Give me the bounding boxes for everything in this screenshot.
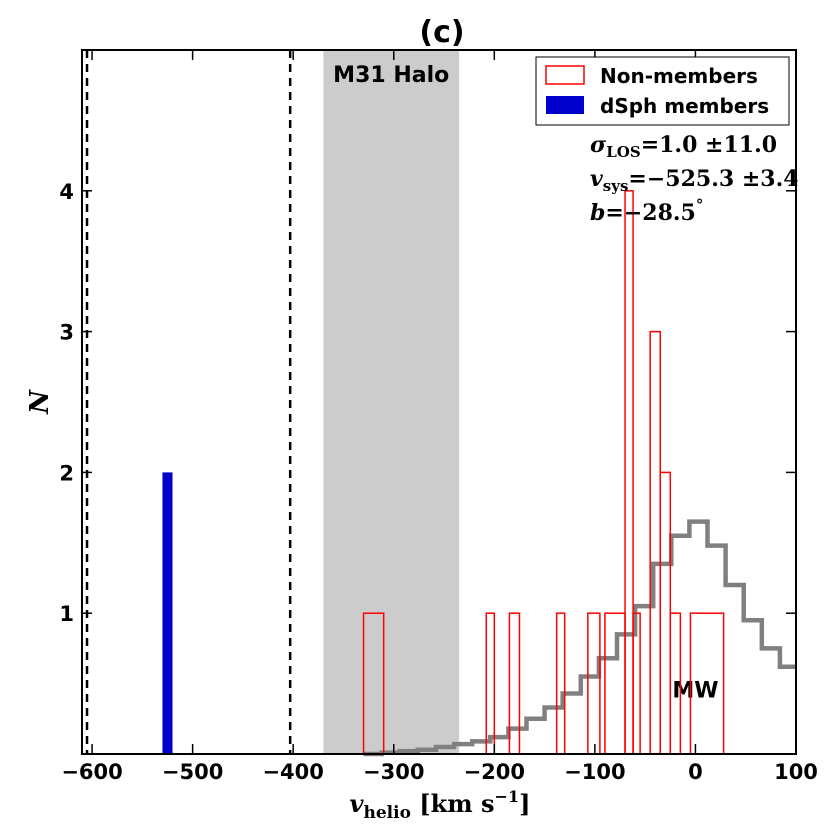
y-tick-label-1: 2 [59, 461, 74, 485]
non-member-bar-8 [649, 330, 661, 755]
y-tick-label-0: 1 [59, 602, 74, 626]
non-member-bar-1 [485, 612, 496, 755]
y-axis-ticks: 1 2 3 4 [59, 180, 796, 626]
mw-model-step-line [363, 519, 796, 757]
dashed-reference-lines [85, 50, 292, 754]
stat-b-symbol: b [590, 200, 605, 226]
y-axis-label: N [25, 389, 55, 415]
dsph-member-bar-0 [162, 472, 173, 754]
dsph-members-bars [162, 472, 173, 754]
mw-label: MW [672, 679, 718, 704]
x-axis-label: vhelio [km s−1] [350, 787, 531, 823]
m31-halo-label: M31 Halo [333, 63, 449, 88]
legend: Non-members dSph members [535, 56, 790, 126]
non-member-bar-4 [587, 612, 601, 755]
chart-title: (c) [419, 15, 464, 50]
stat-vsys-value: =−525.3 ±3.4 [628, 166, 798, 192]
legend-label-dsph-members: dSph members [600, 94, 769, 118]
x-tick-label-3: −300 [363, 760, 424, 784]
x-axis-label-symbol: v [350, 789, 365, 818]
x-tick-label-6: 0 [688, 760, 703, 784]
m31-halo-band [323, 50, 460, 754]
x-axis-label-exponent: −1 [495, 787, 520, 806]
x-tick-label-5: −100 [564, 760, 625, 784]
non-member-bar-9 [659, 471, 672, 755]
x-axis-label-units: [km s [411, 789, 495, 818]
x-tick-label-0: −600 [61, 760, 122, 784]
y-tick-label-3: 4 [59, 180, 74, 204]
x-tick-label-1: −500 [162, 760, 223, 784]
stat-b-value: =−28.5 [605, 200, 695, 226]
non-member-bar-3 [555, 612, 566, 755]
x-tick-label-2: −400 [262, 760, 323, 784]
non-member-bar-6 [624, 190, 634, 755]
x-axis-label-subscript: helio [364, 803, 411, 823]
stat-vsys: vsys=−525.3 ±3.4 [590, 166, 799, 195]
stat-vsys-subscript: sys [603, 177, 629, 195]
legend-swatch-dsph-members [546, 96, 584, 114]
stat-sigma-value: =1.0 ±11.0 [641, 132, 777, 158]
stat-sigma-los: σLOS=1.0 ±11.0 [590, 132, 777, 161]
stat-b-unit: ° [696, 196, 704, 214]
stat-sigma-symbol: σ [590, 132, 607, 158]
legend-swatch-non-members [545, 65, 585, 85]
x-tick-label-7: 100 [774, 760, 818, 784]
stat-sigma-subscript: LOS [606, 143, 640, 161]
legend-label-non-members: Non-members [600, 64, 758, 88]
stat-vsys-symbol: v [590, 166, 603, 192]
non-member-bar-2 [508, 612, 521, 755]
x-axis-ticks: −600 −500 −400 −300 −200 −100 0 100 [61, 50, 818, 784]
x-tick-label-4: −200 [464, 760, 525, 784]
plot-frame [81, 49, 797, 755]
y-tick-label-2: 3 [59, 321, 74, 345]
stat-b: b=−28.5° [590, 196, 703, 226]
x-axis-label-close: ] [519, 789, 530, 818]
